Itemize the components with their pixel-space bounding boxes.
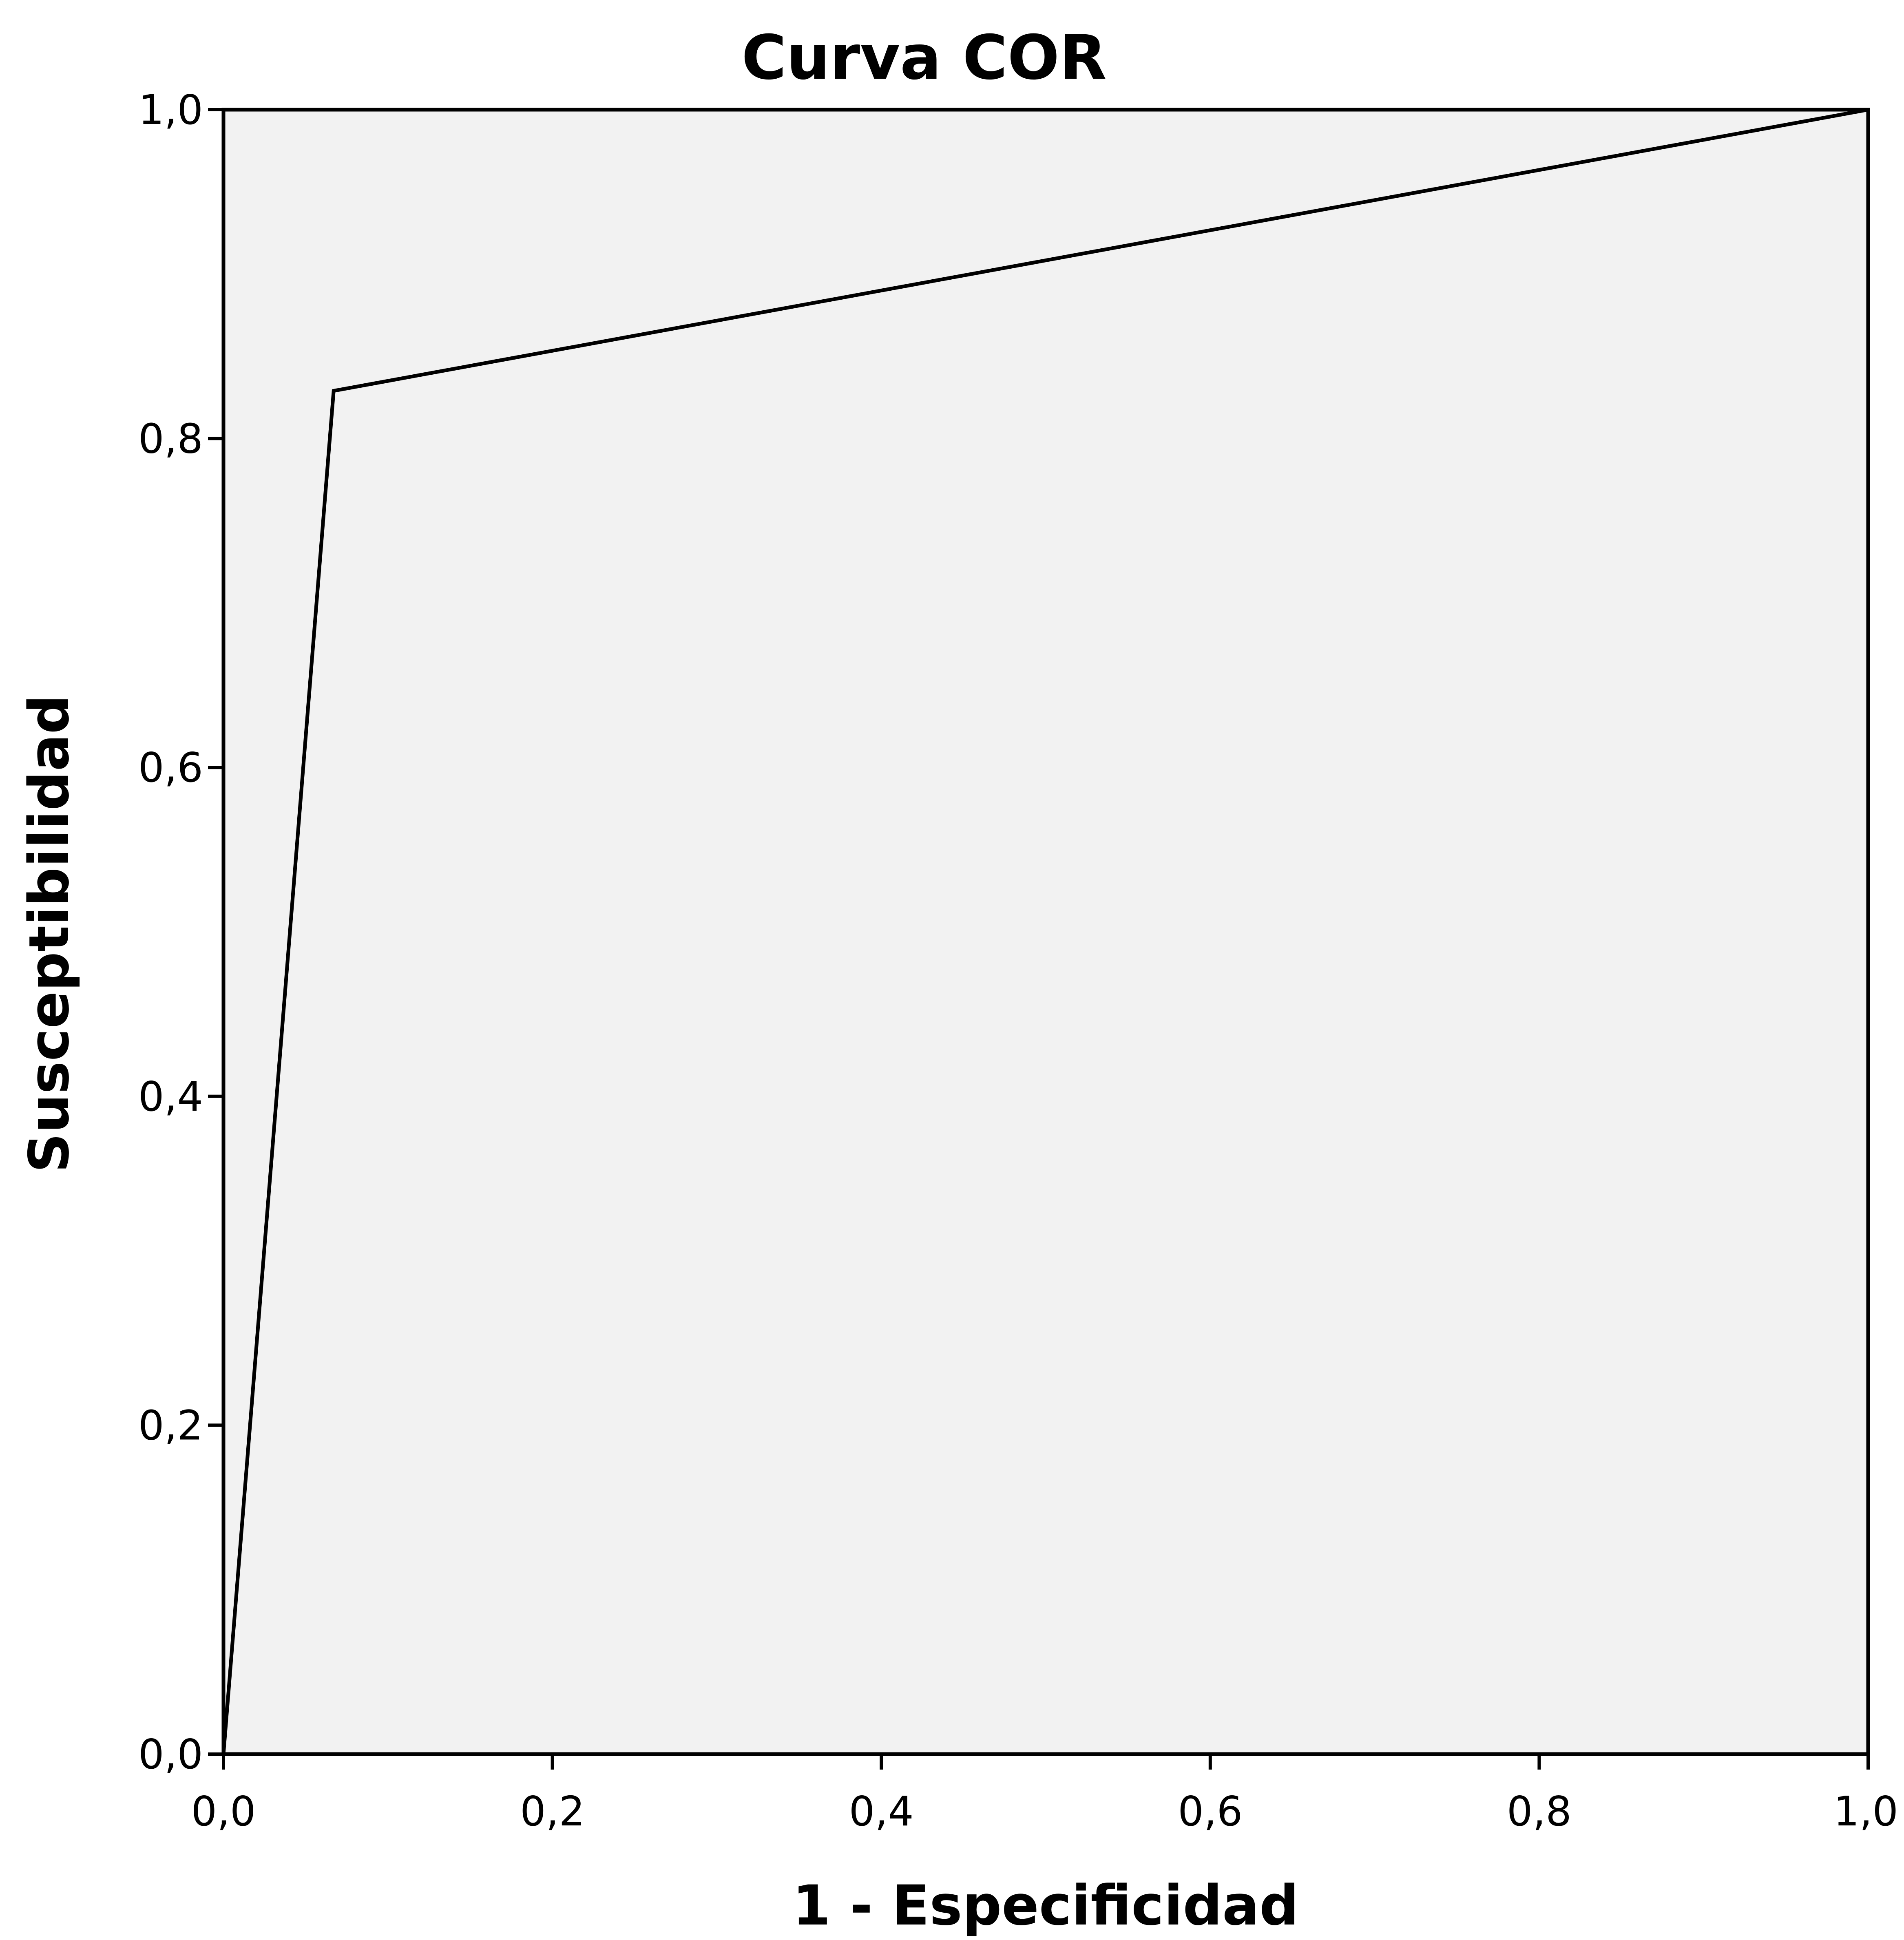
- plot-frame: [221, 108, 1870, 1756]
- y-tick-label: 0,0: [138, 1730, 203, 1778]
- x-tick-label: 0,2: [520, 1788, 585, 1835]
- plot-area: [223, 110, 1868, 1754]
- y-axis: 0,0 0,2 0,4 0,6 0,8 1,0: [138, 86, 223, 1778]
- x-tick-label: 0,6: [1178, 1788, 1243, 1835]
- y-tick-label: 0,6: [138, 744, 203, 791]
- y-tick-label: 0,4: [138, 1073, 203, 1120]
- x-tick-label: 0,4: [849, 1788, 914, 1835]
- x-tick-label: 0,8: [1507, 1788, 1572, 1835]
- y-tick-label: 1,0: [138, 86, 203, 134]
- y-tick-label: 0,2: [138, 1401, 203, 1449]
- x-axis-label: 1 - Especificidad: [792, 1874, 1299, 1938]
- y-tick-label: 0,8: [138, 415, 203, 463]
- y-axis-label: Susceptibilidad: [17, 695, 81, 1173]
- x-tick-label: 1,0: [1833, 1788, 1898, 1835]
- x-tick-label: 0,0: [191, 1788, 256, 1835]
- chart-title: Curva COR: [741, 22, 1106, 93]
- roc-curve-line: [221, 108, 1869, 1754]
- series-layer: [221, 108, 1869, 1754]
- x-axis: 0,0 0,2 0,4 0,6 0,8 1,0: [191, 1754, 1898, 1835]
